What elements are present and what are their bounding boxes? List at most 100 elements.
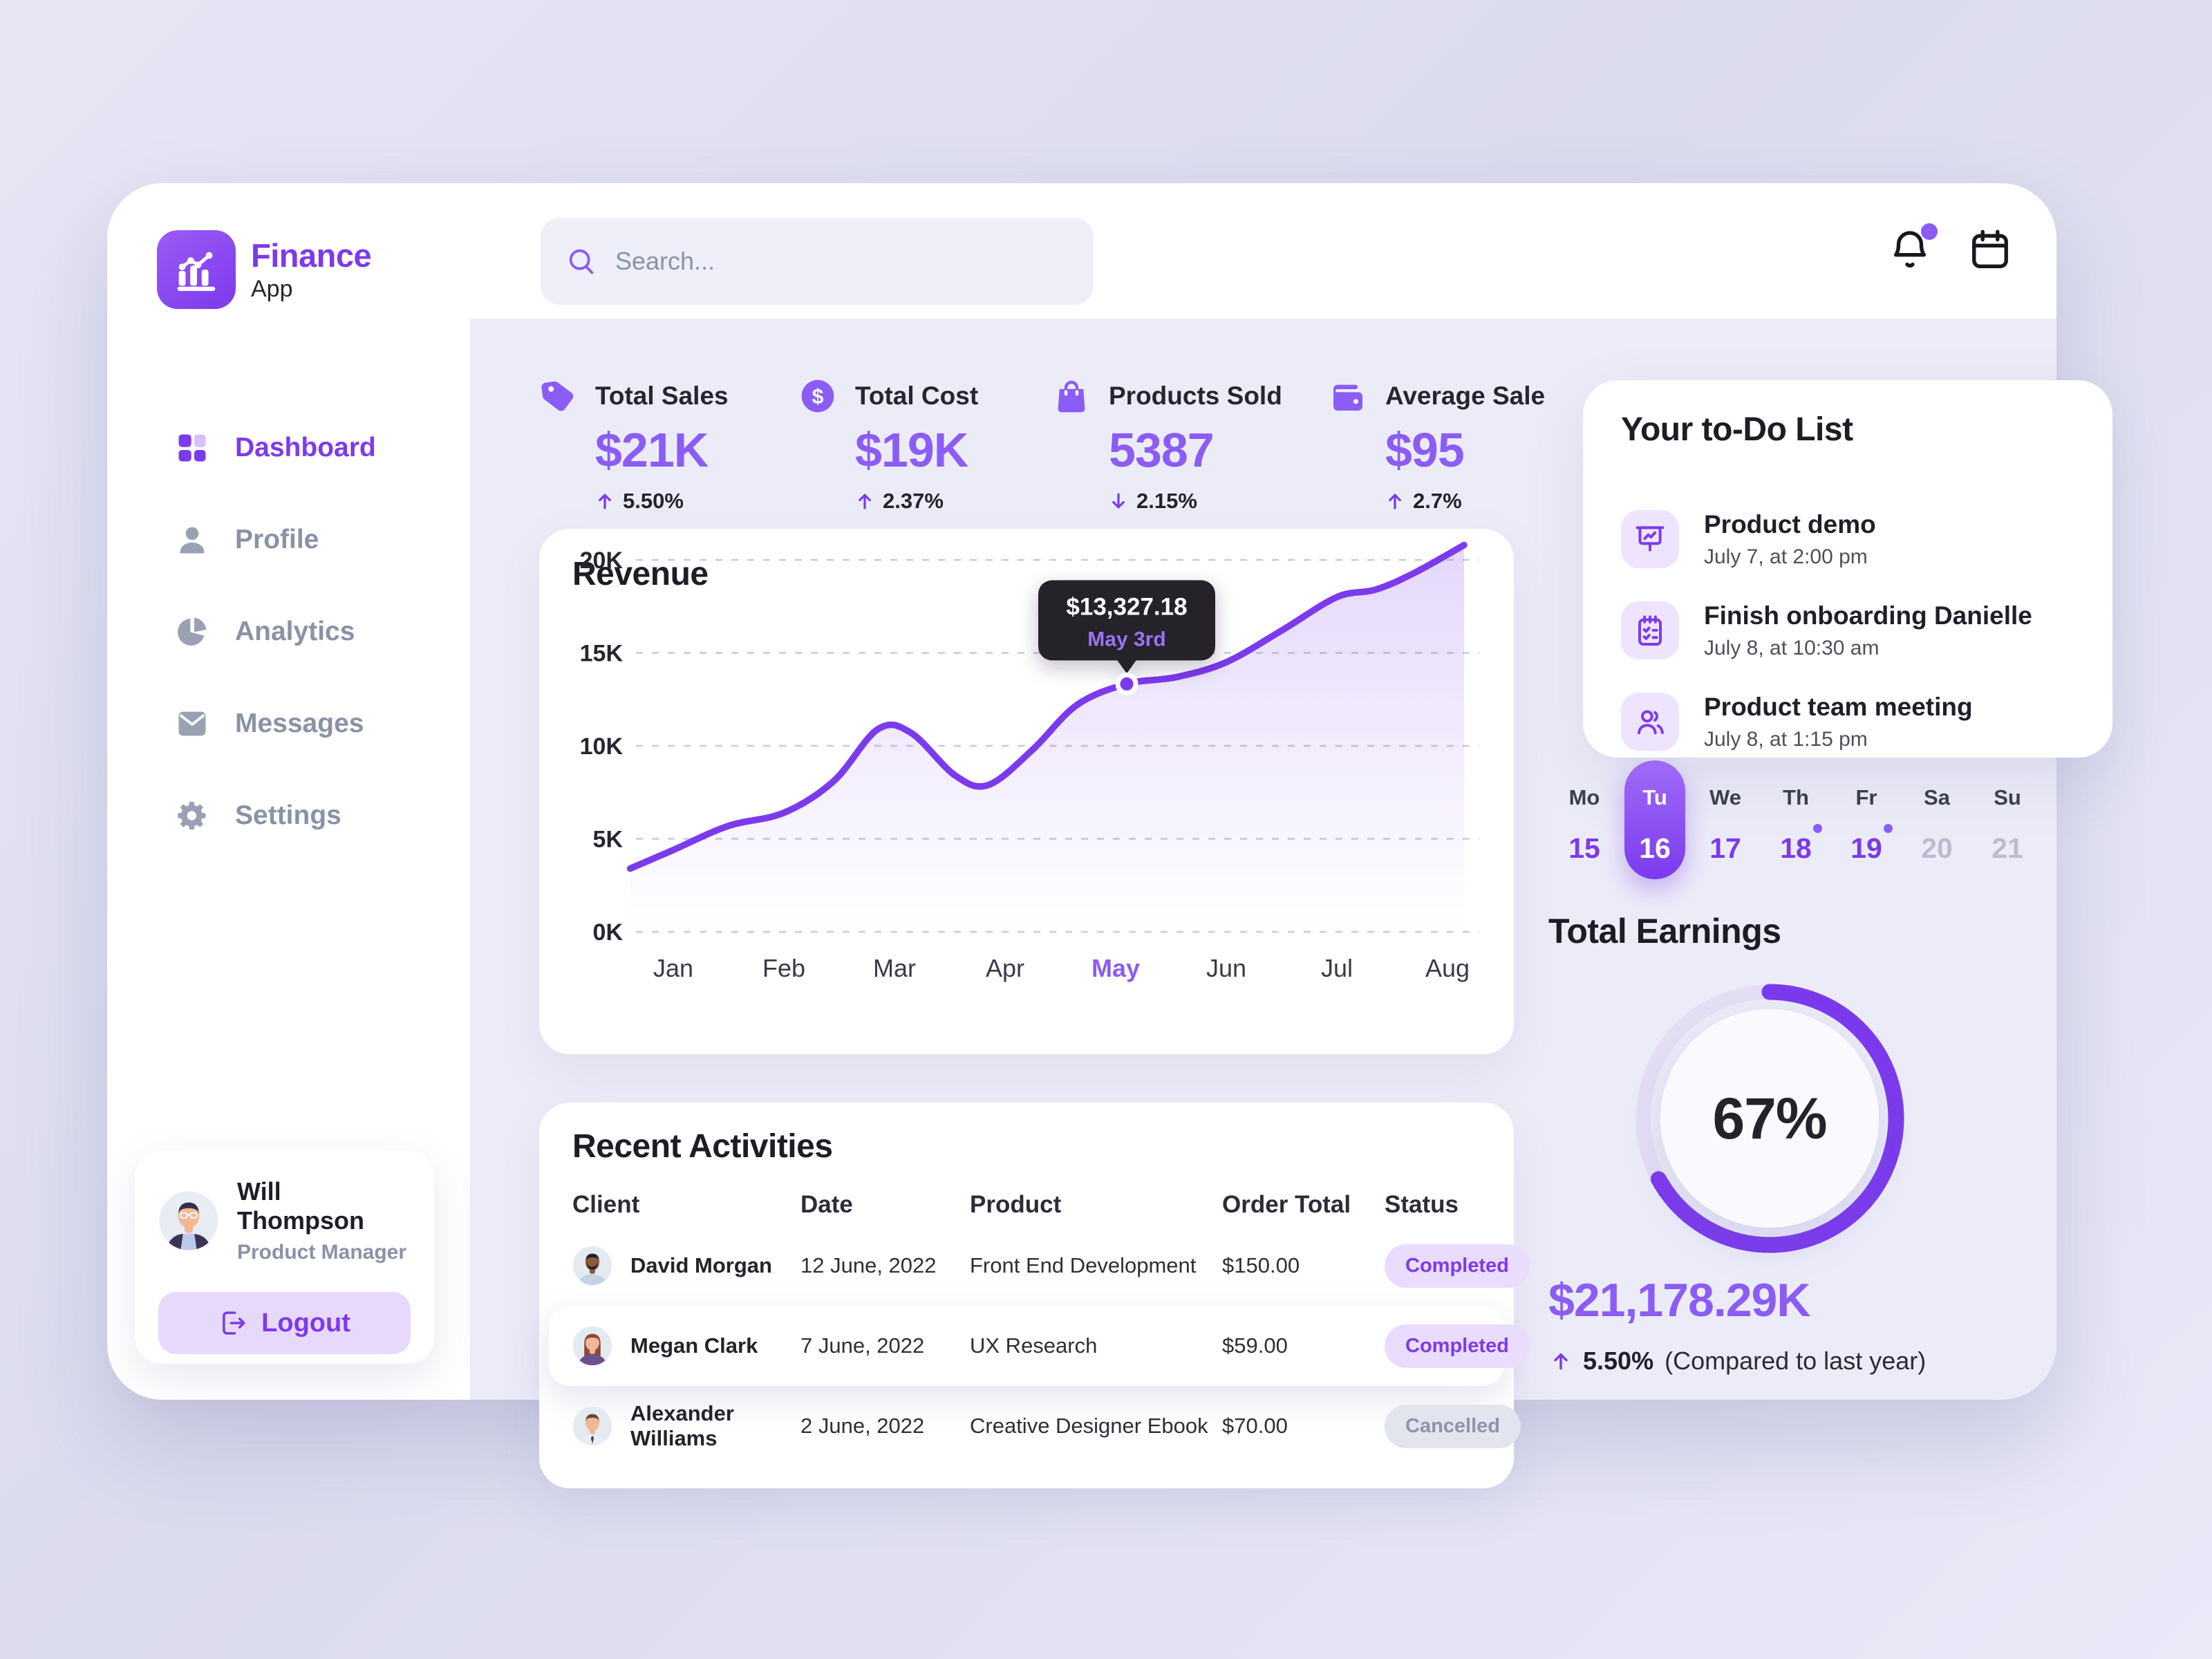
calendar-day-17[interactable]: We 17	[1695, 760, 1756, 879]
table-body: David Morgan 12 June, 2022 Front End Dev…	[539, 1226, 1530, 1466]
order-date: 7 June, 2022	[800, 1333, 925, 1358]
todo-item-title: Product demo	[1704, 509, 1876, 538]
stat-delta-value: 2.15%	[1136, 489, 1197, 513]
avatar	[572, 1326, 612, 1366]
column-header: Date	[800, 1191, 853, 1218]
calendar-day-21[interactable]: Su 21	[1977, 760, 2038, 879]
todo-item-time: July 8, at 1:15 pm	[1704, 727, 1868, 751]
product-name: Front End Development	[970, 1253, 1197, 1277]
day-number: 21	[1991, 832, 2023, 864]
stat-value: $95	[1385, 423, 1465, 477]
calendar-day-16[interactable]: Tu 16	[1624, 760, 1685, 879]
search-input[interactable]: Search...	[541, 218, 1094, 305]
svg-text:20K: 20K	[580, 547, 624, 574]
sidebar-item-label: Analytics	[235, 616, 355, 646]
stat-products-sold: Products Sold 5387 2.15%	[1052, 377, 1282, 514]
todo-item[interactable]: Product team meeting July 8, at 1:15 pm	[1621, 686, 2081, 758]
svg-text:Jun: Jun	[1206, 954, 1246, 982]
todo-item[interactable]: Product demo July 7, at 2:00 pm	[1621, 503, 2081, 575]
user-role: Product Manager	[237, 1241, 407, 1264]
sidebar-item-dashboard[interactable]: Dashboard	[107, 402, 470, 494]
user-name: Will Thompson	[237, 1177, 364, 1235]
stat-value: 5387	[1109, 423, 1215, 477]
todo-card: Your to-Do List Product demo July 7, at …	[1583, 380, 2112, 758]
svg-text:Apr: Apr	[986, 954, 1024, 982]
calendar-day-20[interactable]: Sa 20	[1906, 760, 1967, 879]
user-card: Will Thompson Product Manager Logout	[135, 1151, 434, 1364]
brand: Finance App	[157, 230, 372, 309]
todo-item-time: July 7, at 2:00 pm	[1704, 545, 1868, 568]
sidebar-item-settings[interactable]: Settings	[107, 769, 470, 861]
stat-average-sale: Average Sale $95 2.7%	[1329, 377, 1545, 514]
sidebar-item-label: Dashboard	[235, 432, 376, 462]
day-number: 15	[1568, 832, 1600, 864]
calendar-button[interactable]	[1967, 226, 2014, 273]
column-header: Product	[970, 1191, 1062, 1218]
day-number: 16	[1639, 832, 1671, 864]
table-header: Client Date Product Order Total Status	[539, 1191, 1514, 1219]
calendar-day-19[interactable]: Fr 19	[1836, 760, 1897, 879]
day-label: We	[1709, 785, 1741, 809]
gear-icon	[174, 798, 210, 834]
stat-value: $21K	[595, 423, 709, 477]
order-total: $150.00	[1222, 1253, 1300, 1277]
dollar-icon: $	[798, 377, 837, 415]
avatar	[572, 1406, 612, 1446]
dashboard-icon	[174, 430, 210, 466]
clipboard-icon	[1621, 601, 1679, 659]
day-label: Sa	[1924, 785, 1950, 809]
svg-text:May: May	[1091, 954, 1140, 982]
stat-delta: 2.7%	[1385, 489, 1545, 514]
order-date: 12 June, 2022	[800, 1253, 937, 1277]
svg-text:May 3rd: May 3rd	[1087, 628, 1165, 650]
todo-item[interactable]: Finish onboarding Danielle July 8, at 10…	[1621, 594, 2081, 666]
revenue-chart: 0K 5K 10K 15K 20K Jan Feb Mar Apr May Jun Jul Aug $…	[570, 529, 1483, 1044]
arrow-down-icon	[1109, 491, 1128, 511]
logout-button[interactable]: Logout	[158, 1292, 411, 1354]
earnings-delta-value: 5.50%	[1583, 1347, 1654, 1375]
order-date: 2 June, 2022	[800, 1414, 925, 1438]
users-icon	[1621, 693, 1679, 751]
arrow-up-icon	[1385, 491, 1405, 511]
wallet-icon	[1329, 377, 1367, 415]
mail-icon	[174, 706, 210, 742]
svg-text:10K: 10K	[580, 733, 624, 760]
sidebar: Finance App Dashboard Profile Analytics …	[107, 183, 470, 1400]
svg-text:Mar: Mar	[873, 954, 916, 982]
column-header: Status	[1385, 1191, 1459, 1218]
table-row[interactable]: Megan Clark 7 June, 2022 UX Research $59…	[549, 1306, 1530, 1386]
column-header: Order Total	[1222, 1191, 1351, 1218]
stat-label: Total Cost	[855, 382, 979, 410]
stat-delta: 2.15%	[1109, 489, 1282, 514]
svg-text:Aug: Aug	[1425, 954, 1470, 982]
column-header: Client	[572, 1191, 640, 1218]
user-icon	[174, 522, 210, 558]
stat-label: Products Sold	[1109, 382, 1282, 410]
week-calendar: Mo 15 Tu 16 We 17 Th 18 Fr 19 Sa 20 Su 2…	[1554, 760, 2038, 882]
bell-icon	[1893, 231, 1927, 268]
earnings-value: $21,178.29K	[1548, 1274, 1810, 1327]
notifications-button[interactable]	[1886, 223, 1938, 273]
avatar	[572, 1246, 612, 1286]
table-row[interactable]: Alexander Williams 2 June, 2022 Creative…	[539, 1386, 1521, 1466]
stat-delta-value: 2.37%	[883, 489, 944, 513]
sidebar-item-analytics[interactable]: Analytics	[107, 585, 470, 677]
svg-text:0K: 0K	[593, 919, 624, 946]
sidebar-item-messages[interactable]: Messages	[107, 677, 470, 769]
calendar-day-18[interactable]: Th 18	[1765, 760, 1826, 879]
svg-text:$13,327.18: $13,327.18	[1066, 593, 1187, 620]
day-number: 18	[1780, 832, 1812, 864]
day-label: Fr	[1855, 785, 1877, 809]
status-badge: Cancelled	[1385, 1404, 1521, 1448]
app-logo-icon	[157, 230, 236, 309]
progress-ring-icon	[1635, 984, 1904, 1253]
stat-label: Average Sale	[1385, 382, 1546, 410]
todo-item-time: July 8, at 10:30 am	[1704, 636, 1880, 659]
stat-value: $19K	[855, 423, 968, 477]
stat-delta-value: 5.50%	[623, 489, 684, 513]
sidebar-item-profile[interactable]: Profile	[107, 494, 470, 585]
earnings-delta: 5.50% (Compared to last year)	[1550, 1347, 1926, 1376]
calendar-day-15[interactable]: Mo 15	[1554, 760, 1615, 879]
svg-text:Jul: Jul	[1321, 954, 1353, 982]
table-row[interactable]: David Morgan 12 June, 2022 Front End Dev…	[539, 1226, 1530, 1306]
